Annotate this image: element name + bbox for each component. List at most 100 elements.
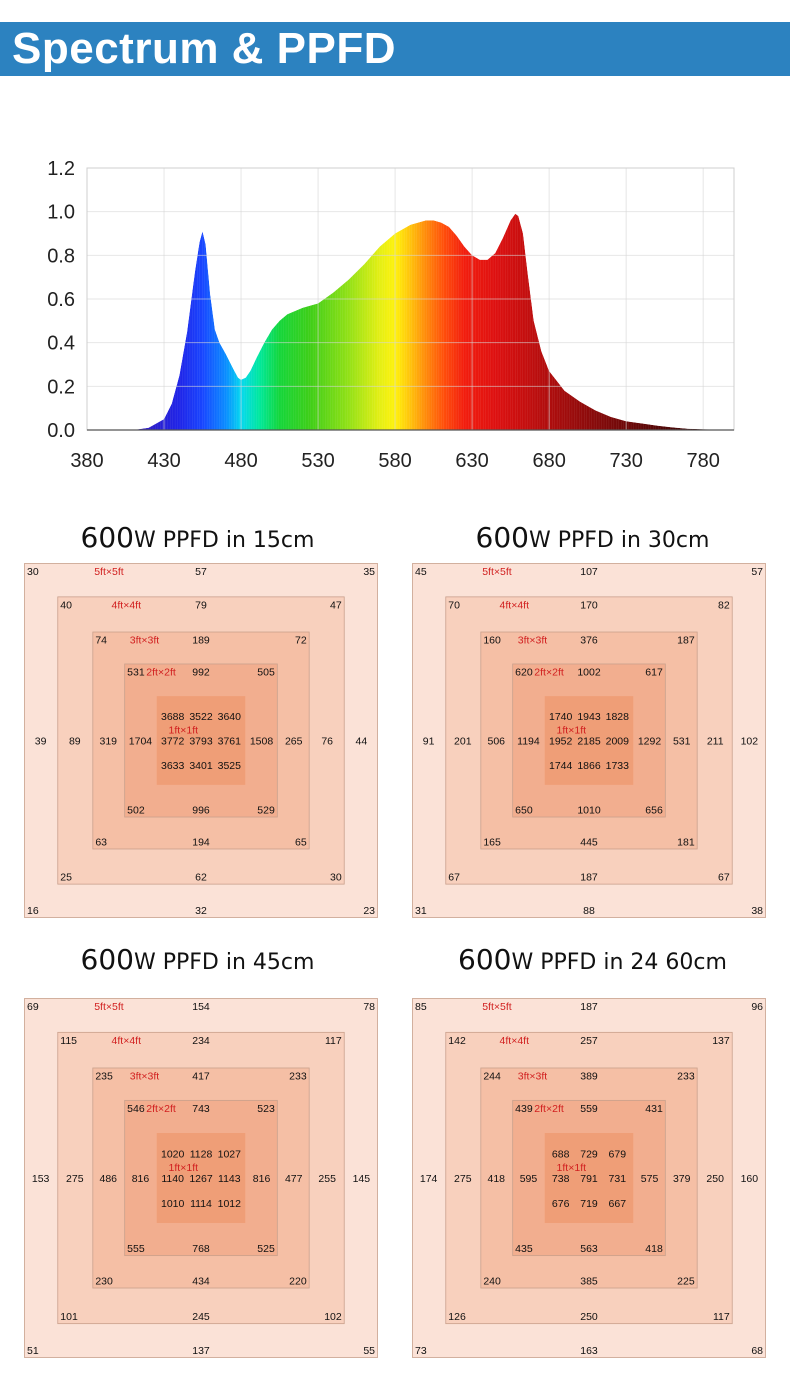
ring-size-label: 5ft×5ft xyxy=(94,1001,124,1013)
edge-value: 996 xyxy=(192,805,210,817)
page-title: Spectrum & PPFD xyxy=(12,24,397,73)
center-value: 667 xyxy=(609,1198,627,1210)
corner-value: 96 xyxy=(751,1001,763,1013)
edge-value: 1194 xyxy=(517,736,540,748)
edge-value: 257 xyxy=(580,1035,598,1047)
corner-value: 74 xyxy=(95,635,107,647)
corner-value: 502 xyxy=(127,805,145,817)
spectrum-chart: 380 430 480 530 580 630 680 730 780 0.0 0.2 0.4 0.6 0… xyxy=(47,158,735,472)
ppfd-title-wattage: 600 xyxy=(475,521,529,554)
ring-size-label: 2ft×2ft xyxy=(146,1103,176,1115)
edge-value: 170 xyxy=(580,599,598,611)
ring-size-label: 1ft×1ft xyxy=(557,724,587,736)
center-value: 1114 xyxy=(190,1198,212,1210)
edge-value: 91 xyxy=(423,736,435,748)
center-value: 3772 xyxy=(161,736,185,748)
edge-value: 107 xyxy=(580,566,598,578)
corner-value: 63 xyxy=(95,836,107,848)
corner-value: 70 xyxy=(448,599,460,611)
corner-value: 69 xyxy=(27,1001,39,1013)
edge-value: 160 xyxy=(741,1173,759,1185)
spectrum-area xyxy=(133,213,734,430)
corner-value: 529 xyxy=(257,805,275,817)
corner-value: 555 xyxy=(127,1243,145,1255)
edge-value: 1010 xyxy=(577,805,601,817)
edge-value: 992 xyxy=(192,666,210,678)
corner-value: 650 xyxy=(515,805,533,817)
ring-size-label: 2ft×2ft xyxy=(534,1103,564,1115)
edge-value: 445 xyxy=(580,836,598,848)
center-value: 688 xyxy=(552,1148,570,1160)
center-value: 1010 xyxy=(161,1198,185,1210)
ring-size-label: 5ft×5ft xyxy=(482,566,512,578)
ring-size-label: 5ft×5ft xyxy=(94,566,124,578)
corner-value: 78 xyxy=(363,1001,375,1013)
center-area xyxy=(156,696,246,785)
corner-value: 31 xyxy=(415,905,427,917)
ring-size-label: 4ft×4ft xyxy=(500,599,530,611)
edge-value: 194 xyxy=(192,836,210,848)
edge-value: 187 xyxy=(580,872,598,884)
ppfd-title-text: W PPFD in 45cm xyxy=(134,950,315,975)
ring-size-label: 3ft×3ft xyxy=(130,1070,160,1082)
center-value: 1828 xyxy=(606,711,630,723)
edge-value: 79 xyxy=(195,599,207,611)
corner-value: 65 xyxy=(295,836,307,848)
ppfd-title-wattage: 600 xyxy=(80,943,134,976)
corner-value: 142 xyxy=(448,1035,466,1047)
x-tick-label: 580 xyxy=(378,450,411,472)
edge-value: 768 xyxy=(192,1243,210,1255)
center-value: 729 xyxy=(580,1148,598,1160)
edge-value: 32 xyxy=(195,905,207,917)
edge-value: 44 xyxy=(356,736,368,748)
center-value: 1143 xyxy=(218,1173,241,1185)
edge-value: 250 xyxy=(706,1173,724,1185)
corner-value: 30 xyxy=(330,872,342,884)
corner-value: 115 xyxy=(60,1035,77,1047)
ppfd-title-text: W PPFD in 30cm xyxy=(529,528,710,553)
corner-value: 45 xyxy=(415,566,427,578)
y-tick-label: 0.2 xyxy=(47,376,75,398)
edge-value: 189 xyxy=(192,635,210,647)
corner-value: 82 xyxy=(718,599,730,611)
edge-value: 137 xyxy=(192,1345,210,1357)
corner-value: 233 xyxy=(677,1070,695,1082)
edge-value: 145 xyxy=(353,1173,371,1185)
ppfd-grid-60cm: 85 187 96 174 160 73 163 68 5ft×5ft 142 257 137 275 2… xyxy=(412,998,766,1358)
corner-value: 235 xyxy=(95,1070,113,1082)
edge-value: 1508 xyxy=(250,736,274,748)
edge-value: 163 xyxy=(580,1345,598,1357)
edge-value: 417 xyxy=(192,1070,210,1082)
corner-value: 620 xyxy=(515,666,533,678)
corner-value: 73 xyxy=(415,1345,427,1357)
edge-value: 816 xyxy=(132,1173,150,1185)
center-value: 731 xyxy=(609,1173,627,1185)
center-value: 1027 xyxy=(218,1148,242,1160)
edge-value: 389 xyxy=(580,1070,598,1082)
center-value: 679 xyxy=(609,1148,627,1160)
center-area xyxy=(544,696,634,785)
edge-value: 418 xyxy=(487,1173,505,1185)
center-value: 1740 xyxy=(549,711,573,723)
center-area xyxy=(156,1133,246,1223)
corner-value: 435 xyxy=(515,1243,533,1255)
corner-value: 656 xyxy=(645,805,663,817)
corner-value: 439 xyxy=(515,1103,533,1115)
curve-mask xyxy=(87,168,734,430)
ring-size-label: 4ft×4ft xyxy=(112,1035,142,1047)
x-tick-label: 480 xyxy=(224,450,257,472)
edge-value: 62 xyxy=(195,872,207,884)
corner-value: 47 xyxy=(330,599,342,611)
corner-value: 531 xyxy=(127,666,145,678)
edge-value: 434 xyxy=(192,1276,210,1288)
corner-value: 523 xyxy=(257,1103,275,1115)
center-value: 676 xyxy=(552,1198,570,1210)
ppfd-title-15cm: 600W PPFD in 15cm xyxy=(0,521,395,554)
ring-size-label: 1ft×1ft xyxy=(557,1162,587,1174)
center-value: 1140 xyxy=(161,1173,184,1185)
edge-value: 376 xyxy=(580,635,598,647)
ring-size-label: 3ft×3ft xyxy=(518,635,548,647)
corner-value: 35 xyxy=(363,566,375,578)
center-value: 2185 xyxy=(577,736,601,748)
ring-size-label: 5ft×5ft xyxy=(482,1001,512,1013)
